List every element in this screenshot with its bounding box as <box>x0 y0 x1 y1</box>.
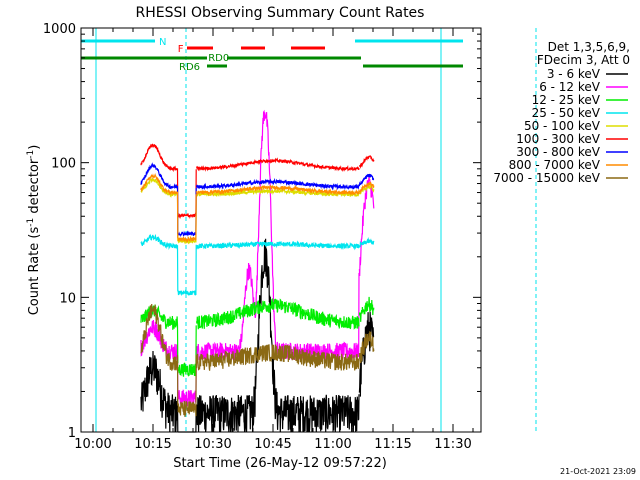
series-segment <box>177 169 197 220</box>
legend-label: 6 - 12 keV <box>539 80 601 94</box>
series-segment <box>196 238 360 433</box>
series-segment <box>140 319 179 400</box>
legend-header-line-2: FDecim 3, Att 0 <box>537 53 630 67</box>
flag-rd0-label: RD0 <box>208 53 229 64</box>
series-segment <box>177 354 197 417</box>
series-segment <box>196 184 360 197</box>
footer-date: 21-Oct-2021 23:09 <box>560 467 636 476</box>
y-axis-label-sup-1: -1 <box>26 218 36 227</box>
x-tick-label: 11:00 <box>314 437 351 452</box>
y-tick-label: 10 <box>59 291 76 306</box>
series-segment <box>177 325 197 377</box>
legend-label: 3 - 6 keV <box>547 67 601 81</box>
legend: Det 1,3,5,6,9, FDecim 3, Att 0 3 - 6 keV… <box>493 40 630 185</box>
series-segment <box>358 173 375 187</box>
legend-label: 800 - 7000 keV <box>509 158 601 172</box>
series-segment <box>358 181 375 194</box>
series-segment <box>140 233 179 292</box>
y-tick-label: 1000 <box>43 22 76 37</box>
series-segment <box>196 344 360 371</box>
y-tick-label: 1 <box>68 426 76 441</box>
series-segment <box>358 155 375 169</box>
series-12to25keV-line <box>140 296 375 377</box>
series-segment <box>177 187 197 238</box>
series-25to50keV-line <box>140 233 375 297</box>
series-segment <box>358 236 375 248</box>
series-segment <box>140 177 179 242</box>
series-7000to15000keV-line <box>140 303 375 417</box>
y-tick-label: 100 <box>51 157 76 172</box>
plot-area <box>95 28 537 433</box>
flag-rd6-label: RD6 <box>179 62 200 73</box>
x-axis-label: Start Time (26-May-12 09:57:22) <box>173 456 387 471</box>
series-segment <box>358 330 375 364</box>
legend-header-line-1: Det 1,3,5,6,9, <box>548 40 630 54</box>
y-axis-label-sup-2: -1 <box>26 150 36 159</box>
series-segment <box>177 244 197 297</box>
series-segment <box>140 172 179 239</box>
legend-label: 300 - 800 keV <box>516 145 600 159</box>
plot-frame <box>80 27 482 433</box>
series-segment <box>358 176 375 277</box>
series-segment <box>140 350 179 433</box>
series-segment <box>196 157 360 172</box>
y-axis: 1 10 100 1000 <box>43 22 481 441</box>
series-segment <box>140 143 179 215</box>
series-segment <box>196 298 360 330</box>
legend-label: 100 - 300 keV <box>516 132 600 146</box>
series-segment <box>140 304 179 364</box>
flag-n-label: N <box>159 37 166 48</box>
y-axis-label-part-1: Count Rate (s <box>27 227 42 316</box>
y-axis-label-part-3: ) <box>27 145 42 150</box>
series-segment <box>196 177 360 191</box>
x-axis: 10:00 10:15 10:30 10:45 11:00 11:15 11:30 <box>74 28 474 452</box>
legend-label: 7000 - 15000 keV <box>493 171 600 185</box>
x-tick-label: 10:15 <box>134 437 171 452</box>
series-segment <box>140 162 179 235</box>
series-100to300keV-line <box>140 143 375 220</box>
series-segment <box>140 303 179 406</box>
y-axis-label-part-2: detector <box>27 158 42 218</box>
x-tick-label: 10:30 <box>194 437 231 452</box>
chart-title: RHESSI Observing Summary Count Rates <box>136 5 425 21</box>
series-segment <box>177 194 197 244</box>
legend-label: 25 - 50 keV <box>532 106 601 120</box>
legend-label: 50 - 100 keV <box>524 119 601 133</box>
series-segment <box>358 296 375 322</box>
x-tick-label: 10:00 <box>74 437 111 452</box>
series-800to7000keV-line <box>140 172 375 244</box>
x-tick-label: 11:30 <box>434 437 471 452</box>
y-axis-label: Count Rate (s-1 detector-1) <box>26 145 42 316</box>
series-300to800keV-line <box>140 162 375 238</box>
status-flags: N F RD0 RD6 <box>81 37 463 73</box>
x-tick-label: 11:15 <box>374 437 411 452</box>
series-segment <box>196 240 360 251</box>
x-tick-label: 10:45 <box>254 437 291 452</box>
flag-f-label: F <box>178 44 184 55</box>
legend-label: 12 - 25 keV <box>532 93 601 107</box>
